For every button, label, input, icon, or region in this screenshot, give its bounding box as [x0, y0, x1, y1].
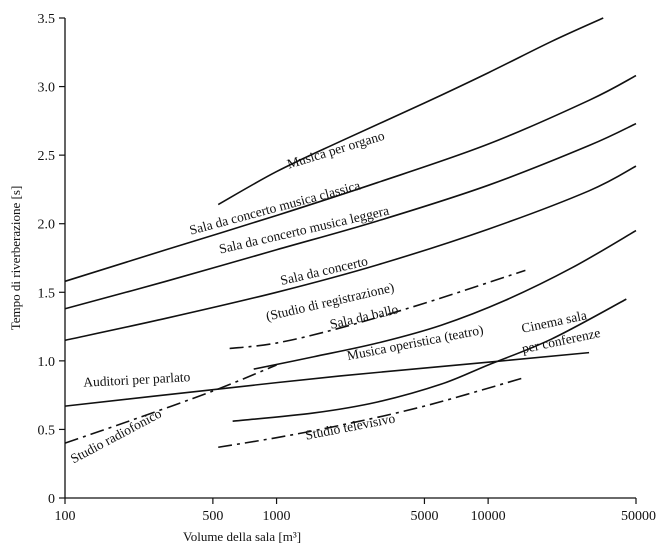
y-tick-label: 3.0 [38, 81, 56, 96]
series-line-cinema [232, 298, 627, 422]
y-tick-label: 2.5 [38, 149, 56, 164]
x-tick-label: 5000 [410, 509, 438, 524]
series-line-concerto [64, 165, 637, 342]
y-tick-label: 0.5 [38, 423, 56, 438]
series-line-televisivo [218, 376, 526, 449]
series-label-organo: Musica per organo [285, 128, 386, 172]
series-line-parlato [64, 351, 590, 407]
y-tick-label: 1.5 [38, 286, 56, 301]
series-label-operistica: Musica operistica (teatro) [346, 322, 485, 363]
series-line-leggera [64, 122, 637, 310]
x-tick-label: 10000 [471, 509, 506, 524]
series-line-organo [217, 17, 604, 206]
axes [64, 18, 636, 499]
series-label-televisivo: Studio televisivo [304, 410, 397, 442]
series-label-concerto: Sala da concerto [279, 253, 370, 288]
x-tick-label: 100 [55, 509, 76, 524]
x-tick-label: 500 [202, 509, 223, 524]
series-label-parlato: Auditori per parlato [83, 369, 191, 390]
x-axis-title: Volume della sala [m³] [183, 529, 301, 544]
ticks: 0 0.5 1.0 1.5 2.0 2.5 3.0 3.5 100 500 1000 5000 1000… [38, 12, 657, 524]
y-tick-label: 3.5 [38, 12, 56, 27]
series-line-radiofonico [64, 364, 277, 444]
series-label-radiofonico: Studio radiofonico [68, 406, 164, 467]
y-tick-label: 1.0 [38, 355, 56, 370]
y-tick-label: 0 [48, 492, 55, 507]
x-tick-label: 50000 [621, 509, 656, 524]
series-line-ballo [229, 269, 526, 350]
series-layer [64, 17, 637, 449]
series-line-classica [64, 74, 637, 283]
y-axis-title: Tempo di riverberazione [s] [8, 186, 23, 331]
series-line-operistica [253, 229, 637, 370]
y-tick-label: 2.0 [38, 218, 56, 233]
x-tick-label: 1000 [263, 509, 291, 524]
